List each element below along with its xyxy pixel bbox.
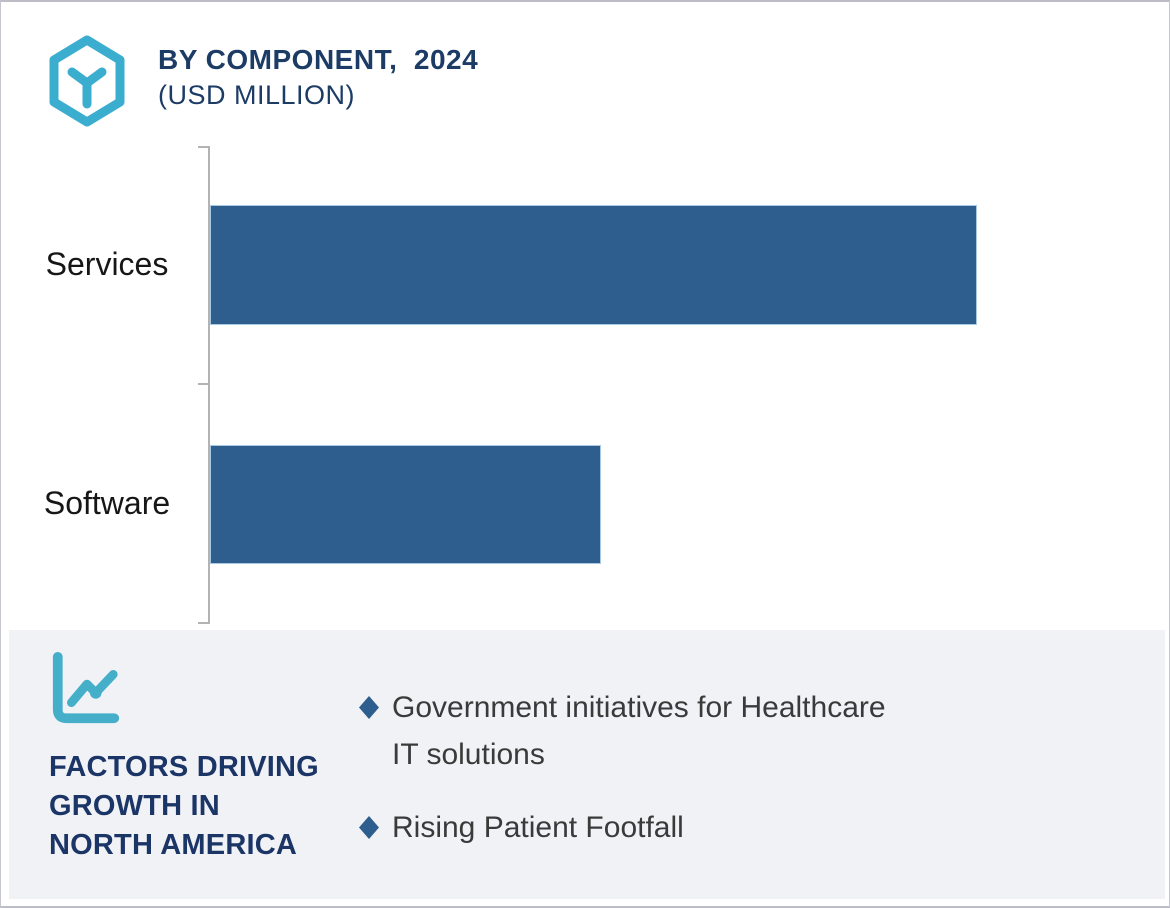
diamond-bullet-icon — [359, 696, 379, 719]
category-label-software: Software — [43, 485, 171, 521]
chart-title: BY COMPONENT, 2024 — [158, 44, 479, 75]
diamond-bullet-icon — [359, 816, 379, 839]
factors-title-line: FACTORS DRIVING — [49, 751, 319, 783]
category-axis-line — [208, 146, 210, 624]
line-chart-icon — [52, 652, 120, 724]
list-item: Rising Patient Footfall — [359, 804, 912, 851]
bar-software — [210, 445, 601, 564]
bullet-text: Rising Patient Footfall — [392, 811, 684, 844]
hexagon-cube-icon — [49, 35, 125, 127]
chart-subtitle: (USD MILLION) — [158, 80, 356, 110]
axis-tick — [198, 622, 209, 624]
factors-bullet-list: Government initiatives for Healthcare IT… — [359, 684, 912, 877]
list-item: Government initiatives for Healthcare IT… — [359, 684, 912, 778]
factors-panel: FACTORS DRIVING GROWTH IN NORTH AMERICA … — [9, 630, 1165, 899]
factors-title-line: GROWTH IN — [49, 790, 220, 822]
factors-title-line: NORTH AMERICA — [49, 829, 298, 861]
axis-tick — [198, 383, 209, 385]
bar-services — [210, 205, 977, 325]
axis-tick — [198, 146, 209, 148]
chart-header: BY COMPONENT, 2024 (USD MILLION) — [158, 42, 478, 112]
bullet-text: Government initiatives for Healthcare IT… — [392, 691, 886, 771]
category-label-services: Services — [45, 246, 169, 282]
factors-panel-title: FACTORS DRIVING GROWTH IN NORTH AMERICA — [49, 748, 319, 865]
